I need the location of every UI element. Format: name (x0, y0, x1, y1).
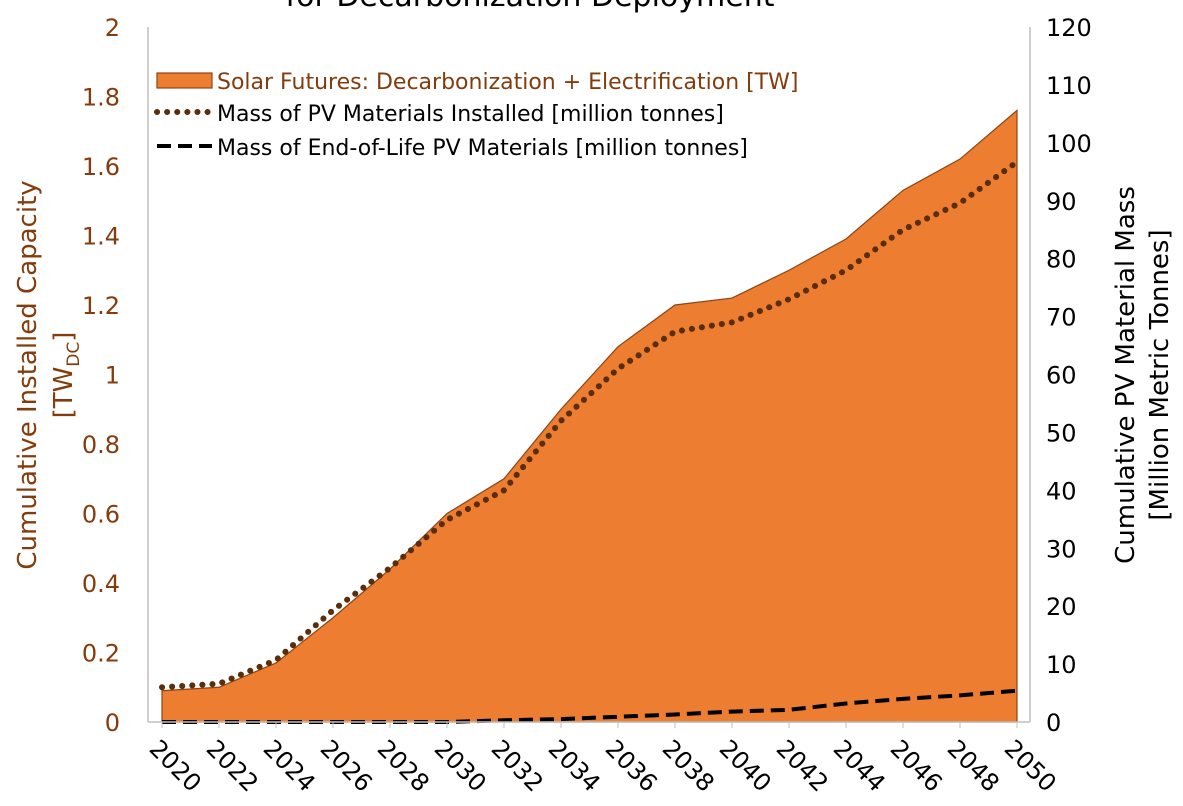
legend-label: Solar Futures: Decarbonization + Electri… (217, 70, 799, 95)
x-tick-label: 2030 (429, 734, 492, 797)
y2-tick-label: 120 (1046, 14, 1092, 42)
y-tick-label: 0 (105, 709, 120, 737)
x-tick-label: 2024 (258, 734, 321, 797)
x-tick-label: 2032 (486, 734, 549, 797)
y-unit-sub: DC (64, 342, 84, 367)
line (162, 688, 1018, 724)
x-tick-label: 2036 (600, 734, 663, 797)
y2-tick-label: 100 (1046, 130, 1092, 158)
area (161, 109, 1018, 723)
y-tick-label: 1.6 (82, 153, 120, 181)
chart-title: for Decarbonization Deployment (286, 0, 775, 14)
y2-tick-label: 110 (1046, 72, 1092, 100)
y2-tick-label: 0 (1046, 709, 1061, 737)
y2-tick-label: 40 (1046, 477, 1077, 505)
legend-label: Mass of PV Materials Installed [million … (217, 102, 724, 127)
y2-axis-title: [Million Metric Tonnes] (1145, 229, 1175, 520)
y-tick-label: 1.4 (82, 223, 120, 251)
y2-tick-label: 10 (1046, 651, 1077, 679)
y2-tick-label: 50 (1046, 419, 1077, 447)
y-tick-label: 0.2 (82, 640, 120, 668)
y-tick-label: 0.4 (82, 570, 120, 598)
x-tick-label: 2028 (372, 734, 435, 797)
y2-axis-title: Cumulative PV Material Mass (1111, 186, 1141, 564)
x-tick-label: 2034 (543, 734, 606, 797)
y-axis-title: Cumulative Installed Capacity (13, 180, 43, 569)
y-tick-label: 0.8 (82, 431, 120, 459)
legend-label: Mass of End-of-Life PV Materials [millio… (217, 136, 748, 161)
y-tick-label: 1.8 (82, 84, 120, 112)
line (159, 158, 1020, 691)
y-tick-label: 1 (105, 362, 120, 390)
y2-tick-label: 60 (1046, 362, 1077, 390)
x-tick-label: 2038 (657, 734, 720, 797)
x-tick-label: 2048 (942, 734, 1005, 797)
x-tick-label: 2044 (828, 734, 891, 797)
y2-tick-label: 70 (1046, 304, 1077, 332)
x-tick-label: 2042 (771, 734, 834, 797)
x-tick-label: 2022 (201, 734, 264, 797)
x-tick-label: 2046 (885, 734, 948, 797)
x-tick-label: 2026 (315, 734, 378, 797)
y2-tick-label: 30 (1046, 535, 1077, 563)
y-tick-label: 0.6 (82, 501, 120, 529)
y2-tick-label: 90 (1046, 188, 1077, 216)
y2-tick-label: 20 (1046, 593, 1077, 621)
legend-swatch (156, 72, 213, 89)
y2-tick-label: 80 (1046, 246, 1077, 274)
x-tick-label: 2050 (999, 734, 1062, 797)
y-unit-start: [TW (49, 367, 79, 419)
y-axis-unit: [TWDC] (49, 332, 84, 419)
x-tick-label: 2040 (714, 734, 777, 797)
y-tick-label: 1.2 (82, 292, 120, 320)
y-unit-end: ] (49, 332, 79, 342)
y-tick-label: 2 (105, 14, 120, 42)
x-tick-label: 2020 (144, 734, 207, 797)
